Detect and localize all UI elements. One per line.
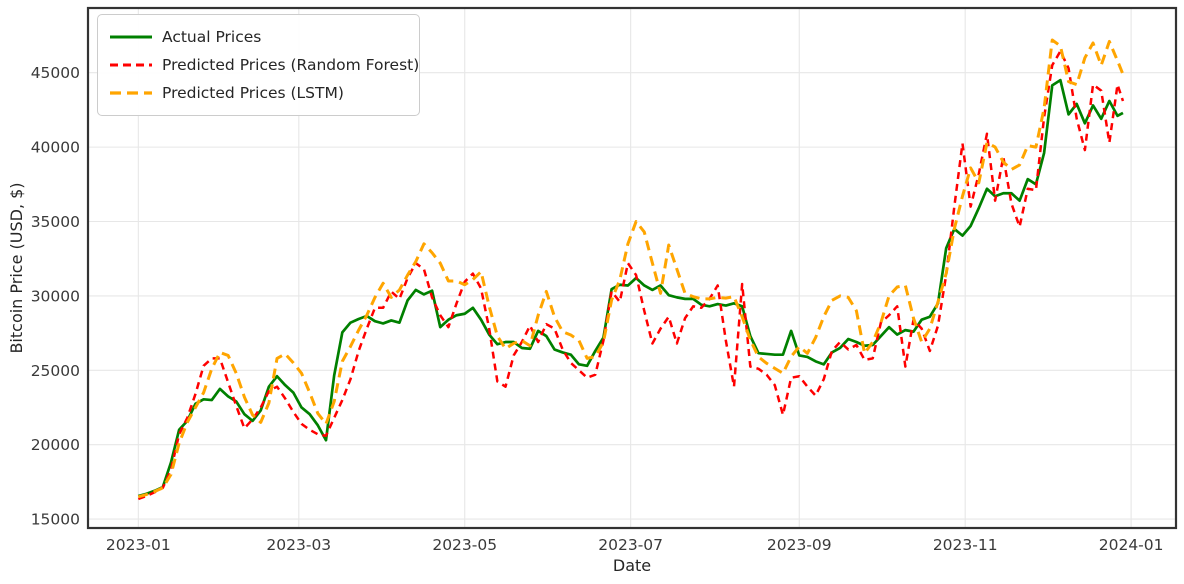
y-tick-label: 45000	[31, 64, 80, 82]
x-axis-label: Date	[613, 556, 651, 575]
x-tick-label: 2023-07	[598, 536, 663, 554]
x-tick-label: 2024-01	[1099, 536, 1164, 554]
legend-item: Predicted Prices (Random Forest)	[108, 51, 419, 79]
y-tick-label: 25000	[31, 362, 80, 380]
legend-label: Actual Prices	[162, 28, 262, 46]
series-line-actual	[137, 78, 1124, 498]
x-tick-label: 2023-09	[767, 536, 832, 554]
y-tick-label: 35000	[31, 213, 80, 231]
y-tick-label: 15000	[31, 511, 80, 529]
y-axis-label: Bitcoin Price (USD, $)	[7, 182, 26, 353]
legend-label: Predicted Prices (Random Forest)	[162, 56, 420, 74]
x-tick-label: 2023-11	[933, 536, 998, 554]
axes-frame	[86, 6, 1178, 530]
y-tick-label: 20000	[31, 436, 80, 454]
x-tick-label: 2023-05	[432, 536, 497, 554]
legend-line-swatch	[108, 61, 154, 69]
y-tick-label: 40000	[31, 139, 80, 157]
legend-line-swatch	[108, 89, 154, 97]
y-tick-label: 30000	[31, 287, 80, 305]
series-line-random-forest	[137, 49, 1125, 501]
legend-line-swatch	[108, 33, 154, 41]
x-tick-label: 2023-03	[266, 536, 331, 554]
legend-item: Predicted Prices (LSTM)	[108, 79, 407, 107]
legend-item: Actual Prices	[108, 23, 407, 51]
x-tick-label: 2023-01	[106, 536, 171, 554]
legend: Actual Prices Predicted Prices (Random Fo…	[97, 14, 420, 116]
legend-label: Predicted Prices (LSTM)	[162, 84, 344, 102]
